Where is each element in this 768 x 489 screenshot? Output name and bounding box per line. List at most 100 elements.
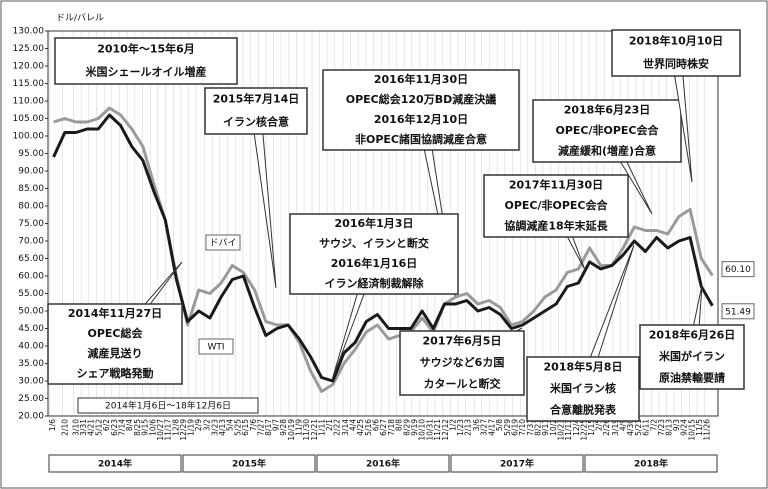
annotation-text: 非OPEC諸国協調減産合意 <box>355 132 487 146</box>
annotation-text: 2018年10月10日 <box>629 34 723 48</box>
x-tick-label: 4/13 <box>218 419 227 436</box>
x-tick-label: 8/8 <box>395 419 404 431</box>
x-tick-label: 4/4 <box>349 419 358 431</box>
x-tick-label: 7/27 <box>256 419 265 436</box>
x-tick-label: 9/11 <box>541 419 550 436</box>
x-tick-label: 2/10 <box>60 419 69 436</box>
y-tick-label: 95.00 <box>18 149 44 159</box>
y-unit: ドル/バレル <box>56 13 104 24</box>
x-tick-label: 6/27 <box>379 419 388 436</box>
end-label: 51.49 <box>725 307 751 317</box>
annotation-box <box>399 330 525 396</box>
annotation-text: 米国シェールオイル増産 <box>85 65 207 79</box>
x-tick-label: 12/12 <box>441 419 450 441</box>
x-tick-label: 2/9 <box>194 419 203 431</box>
y-tick-label: 105.00 <box>13 114 45 124</box>
x-tick-label: 6/19 <box>510 419 519 436</box>
annotation-box <box>639 324 745 390</box>
annotation-text: イラン核合意 <box>223 115 289 129</box>
series-name: ドバイ <box>209 238 236 249</box>
x-tick-label: 1/15 <box>587 419 596 436</box>
y-tick-label: 60.00 <box>18 272 44 282</box>
year-box <box>182 454 316 473</box>
series-name-box <box>198 338 234 355</box>
year-label: 2014年 <box>98 458 132 470</box>
annotation-text: 合意離脱発表 <box>550 402 617 416</box>
annotation-box <box>204 87 308 135</box>
y-tick-label: 70.00 <box>18 237 44 247</box>
x-tick-label: 8/25 <box>133 419 142 436</box>
x-tick-label: 9/7 <box>271 419 280 431</box>
annotation-text: 2016年1月16日 <box>331 256 418 270</box>
annotation-text: 米国がイラン <box>658 349 725 363</box>
y-tick-label: 75.00 <box>18 219 44 229</box>
annotation-text: 2016年11月30日 <box>374 72 468 86</box>
x-tick-label: 8/21 <box>533 419 542 436</box>
x-tick-label: 6/11 <box>641 419 650 436</box>
year-box <box>48 454 182 473</box>
x-tick-label: 11/21 <box>433 419 442 441</box>
annotation-text: 2016年12月10日 <box>374 112 468 126</box>
y-tick-label: 50.00 <box>18 307 44 317</box>
x-tick-label: 2/5 <box>595 419 604 431</box>
annotation-text: OPEC総会 <box>88 326 144 340</box>
annotation-text: 2014年11月27日 <box>68 306 162 320</box>
end-label: 60.10 <box>725 265 751 275</box>
x-tick-label: 11/5 <box>695 419 704 436</box>
x-tick-label: 10/6 <box>148 419 157 436</box>
x-tick-label: 3/14 <box>341 419 350 436</box>
annotation-text: 米国イラン核 <box>549 381 616 395</box>
x-tick-label: 3/23 <box>210 419 219 436</box>
x-tick-label: 1/2 <box>448 419 457 431</box>
year-box <box>316 454 450 473</box>
x-tick-label: 1/6 <box>48 419 57 431</box>
x-tick-label: 9/3 <box>672 419 681 431</box>
annotation-text: サウジなど6カ国 <box>420 356 505 369</box>
x-tick-label: 11/13 <box>564 419 573 441</box>
annotation-text: 2016年1月3日 <box>335 216 414 230</box>
y-tick-label: 55.00 <box>18 289 44 299</box>
x-tick-label: 3/10 <box>72 419 81 436</box>
annotation-text: 2015年7月14日 <box>213 92 300 106</box>
annotation-text: 2018年6月23日 <box>564 102 651 116</box>
x-tick-label: 12/8 <box>171 419 180 436</box>
y-tick-label: 100.00 <box>13 132 45 142</box>
y-tick-label: 20.00 <box>18 412 44 422</box>
annotation-text: OPEC/非OPEC会合 <box>555 123 659 137</box>
x-tick-label: 9/28 <box>279 419 288 436</box>
x-tick-label: 3/27 <box>480 419 489 436</box>
x-tick-label: 10/27 <box>156 419 165 441</box>
x-tick-label: 2/22 <box>333 419 342 436</box>
year-box <box>584 454 718 473</box>
x-tick-label: 2/13 <box>463 419 472 436</box>
x-tick-label: 5/8 <box>495 419 504 431</box>
y-tick-label: 125.00 <box>13 44 45 54</box>
x-tick-label: 3/19 <box>611 419 620 436</box>
annotation-text: 2018年6月26日 <box>649 328 736 342</box>
annotation-text: 世界同時株安 <box>643 57 709 71</box>
x-tick-label: 7/6 <box>249 419 258 431</box>
x-tick-label: 2/1 <box>325 419 334 431</box>
x-tick-label: 10/10 <box>418 419 427 441</box>
x-tick-label: 6/15 <box>241 419 250 436</box>
annotation-text: カタールと断交 <box>424 376 501 390</box>
x-tick-label: 5/4 <box>226 419 235 431</box>
y-tick-label: 30.00 <box>18 377 44 387</box>
x-tick-label: 11/9 <box>295 419 304 436</box>
y-tick-label: 90.00 <box>18 167 44 177</box>
year-label: 2015年 <box>232 458 266 470</box>
year-box <box>450 454 584 473</box>
x-tick-label: 5/12 <box>95 419 104 436</box>
x-tick-label: 4/21 <box>87 419 96 436</box>
annotation-text: 原油禁輸要請 <box>659 370 725 384</box>
y-tick-label: 25.00 <box>18 394 44 404</box>
x-tick-label: 6/23 <box>110 419 119 436</box>
annotation-text: 2017年6月5日 <box>423 334 502 348</box>
annotation-box <box>289 213 459 295</box>
annotation-text: 2017年11月30日 <box>509 177 603 191</box>
x-tick-label: 8/13 <box>664 419 673 436</box>
annotation-text: 2010年〜15年6月 <box>97 42 195 56</box>
annotation-text: 減産緩和(増産)合意 <box>558 144 656 158</box>
x-tick-label: 12/29 <box>179 419 188 441</box>
